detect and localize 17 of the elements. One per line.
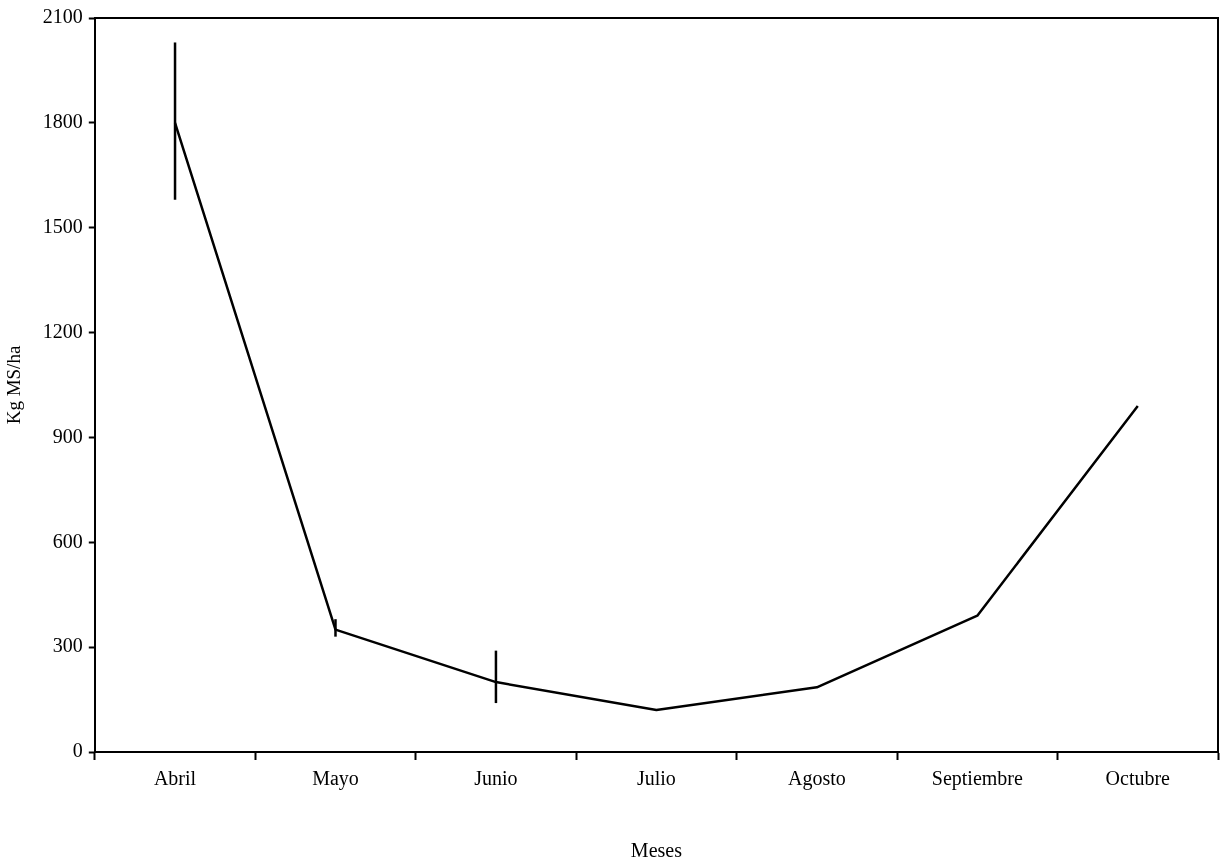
y-tick-label: 0 xyxy=(72,739,83,762)
y-tick-label: 1500 xyxy=(42,214,83,237)
x-axis-title: Meses xyxy=(630,839,683,862)
x-tick-label: Julio xyxy=(636,767,676,790)
x-tick-label: Abril xyxy=(153,767,197,790)
y-tick-label: 900 xyxy=(52,424,83,447)
y-tick-label: 1200 xyxy=(42,319,83,342)
x-tick-label: Septiembre xyxy=(931,767,1023,791)
y-tick-label: 1800 xyxy=(42,110,83,133)
y-tick-label: 600 xyxy=(52,529,83,552)
y-axis-title: Kg MS/ha xyxy=(3,345,25,425)
x-tick-label: Agosto xyxy=(787,767,846,791)
x-tick-label: Junio xyxy=(474,767,518,790)
x-tick-label: Octubre xyxy=(1105,767,1171,790)
x-tick-label: Mayo xyxy=(312,767,359,791)
y-tick-label: 300 xyxy=(52,634,83,657)
y-tick-label: 2100 xyxy=(42,5,83,28)
